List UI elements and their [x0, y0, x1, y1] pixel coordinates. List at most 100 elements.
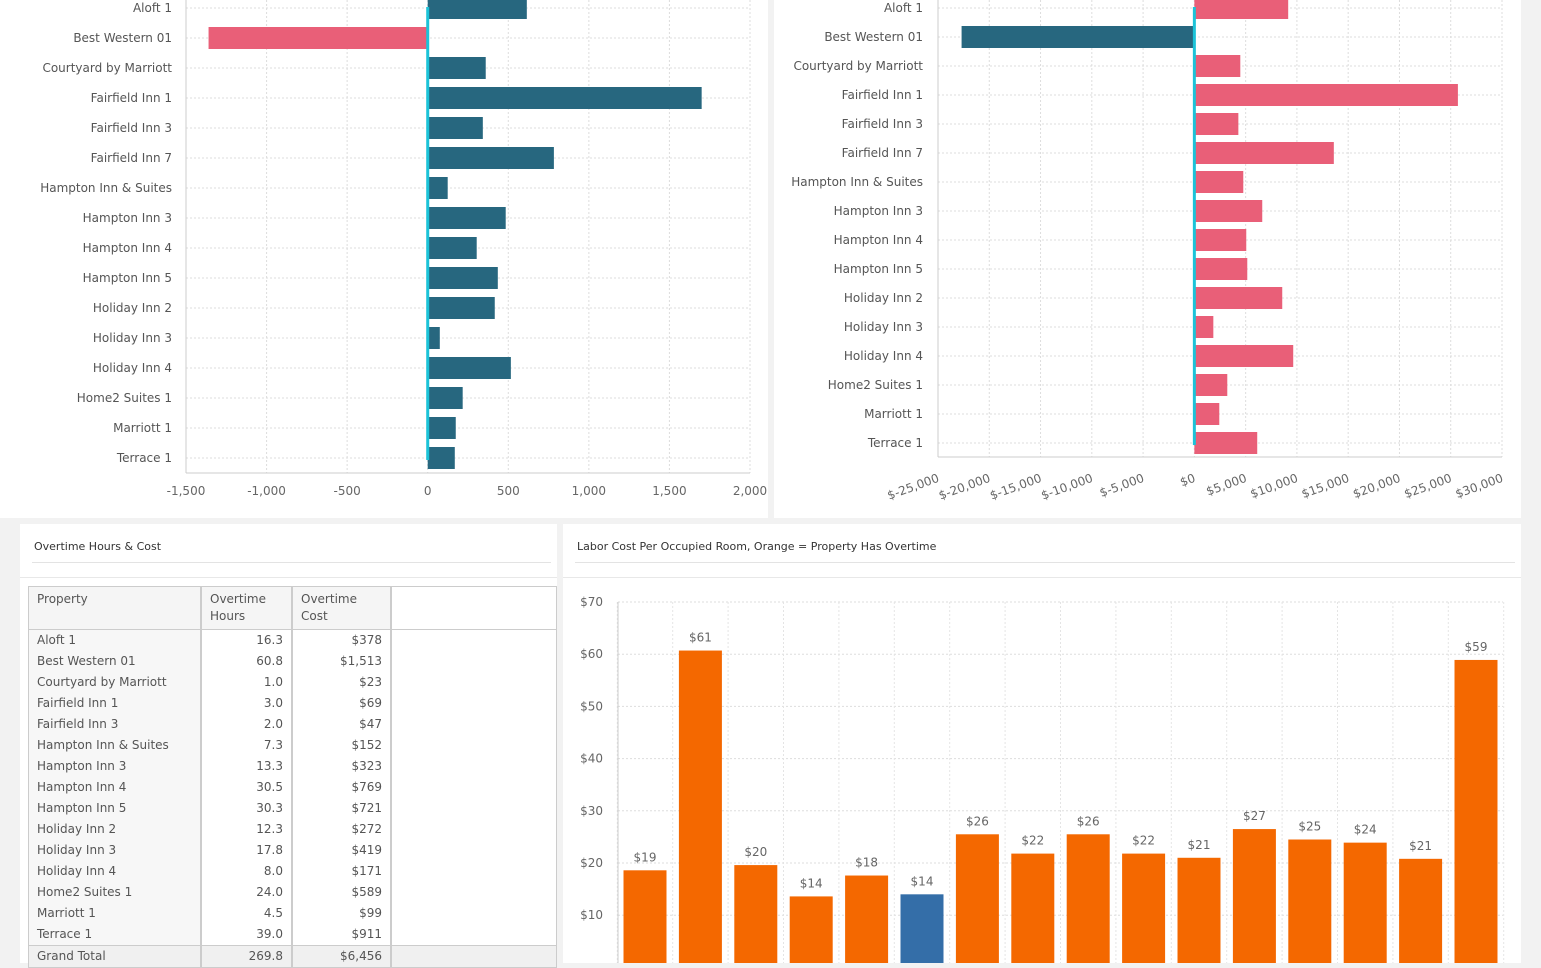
- bar[interactable]: [427, 327, 440, 349]
- y-tick-label: $70: [580, 595, 603, 609]
- bar[interactable]: [961, 26, 1195, 48]
- bar[interactable]: [845, 875, 889, 963]
- bar[interactable]: [427, 297, 495, 319]
- cell-property: Courtyard by Marriott: [28, 672, 202, 693]
- category-label: Hampton Inn & Suites: [40, 181, 172, 195]
- category-label: Home2 Suites 1: [828, 378, 923, 392]
- table-row[interactable]: Hampton Inn 5 30.3 $721: [28, 798, 557, 819]
- bar[interactable]: [678, 650, 722, 963]
- bar[interactable]: [734, 865, 778, 963]
- overtime-panel: Overtime Hours & Cost Property Overtime H…: [20, 524, 557, 968]
- table-row[interactable]: Terrace 1 39.0 $911: [28, 924, 557, 946]
- table-row[interactable]: Fairfield Inn 1 3.0 $69: [28, 693, 557, 714]
- bar[interactable]: [427, 447, 455, 469]
- bar[interactable]: [427, 357, 511, 379]
- bar[interactable]: [955, 834, 999, 963]
- table-row[interactable]: Holiday Inn 2 12.3 $272: [28, 819, 557, 840]
- bar[interactable]: [1011, 853, 1055, 963]
- table-header-row: Property Overtime Hours Overtime Cost: [28, 586, 557, 630]
- x-tick-label: 500: [497, 484, 520, 498]
- table-row[interactable]: Best Western 01 60.8 $1,513: [28, 651, 557, 672]
- x-tick-label: $20,000: [1351, 471, 1402, 501]
- category-label: Fairfield Inn 7: [91, 151, 172, 165]
- table-row[interactable]: Hampton Inn & Suites 7.3 $152: [28, 735, 557, 756]
- bar[interactable]: [1288, 839, 1332, 963]
- bar[interactable]: [1194, 345, 1294, 367]
- x-tick-label: $-20,000: [937, 471, 992, 503]
- cell-blank: [391, 819, 557, 840]
- bar[interactable]: [1194, 0, 1289, 19]
- x-tick-label: 1,500: [652, 484, 686, 498]
- cell-overtime-hours: 39.0: [201, 924, 293, 946]
- bar[interactable]: [427, 417, 456, 439]
- bar[interactable]: [1122, 853, 1166, 963]
- bar[interactable]: [427, 87, 702, 109]
- x-tick-label: $5,000: [1204, 471, 1248, 499]
- cell-overtime-hours: 60.8: [201, 651, 293, 672]
- x-tick-label: $25,000: [1402, 471, 1453, 501]
- column-header-overtime-cost[interactable]: Overtime Cost: [292, 586, 392, 630]
- column-header-property[interactable]: Property: [28, 586, 202, 630]
- x-tick-label: 2,000: [733, 484, 767, 498]
- bar[interactable]: [1194, 171, 1244, 193]
- bar[interactable]: [1066, 834, 1110, 963]
- x-tick-label: $-15,000: [988, 471, 1043, 503]
- bar[interactable]: [427, 0, 527, 19]
- bar[interactable]: [427, 147, 554, 169]
- cell-total-cost: $6,456: [292, 945, 392, 968]
- bar[interactable]: [1194, 316, 1214, 338]
- bar[interactable]: [789, 896, 833, 963]
- category-label: Fairfield Inn 1: [842, 88, 923, 102]
- table-row[interactable]: Hampton Inn 3 13.3 $323: [28, 756, 557, 777]
- header-divider: [20, 577, 557, 578]
- bar[interactable]: [1194, 229, 1247, 251]
- bar[interactable]: [1194, 287, 1283, 309]
- bar[interactable]: [1194, 142, 1334, 164]
- bar[interactable]: [1194, 84, 1458, 106]
- cell-overtime-hours: 2.0: [201, 714, 293, 735]
- y-tick-label: $20: [580, 856, 603, 870]
- cell-blank: [391, 861, 557, 882]
- bar[interactable]: [1177, 857, 1221, 963]
- cell-overtime-cost: $69: [292, 693, 392, 714]
- bar[interactable]: [1194, 258, 1248, 280]
- cell-property: Terrace 1: [28, 924, 202, 946]
- bar[interactable]: [1454, 659, 1498, 963]
- bar[interactable]: [623, 870, 667, 963]
- bar[interactable]: [1194, 200, 1263, 222]
- table-row[interactable]: Home2 Suites 1 24.0 $589: [28, 882, 557, 903]
- cell-overtime-cost: $911: [292, 924, 392, 946]
- bar[interactable]: [427, 207, 506, 229]
- bar[interactable]: [1343, 842, 1387, 963]
- bar[interactable]: [427, 177, 448, 199]
- category-label: Hampton Inn 4: [83, 241, 172, 255]
- y-tick-label: $50: [580, 699, 603, 713]
- bar[interactable]: [427, 117, 483, 139]
- bar[interactable]: [1232, 829, 1276, 963]
- bar[interactable]: [1194, 113, 1239, 135]
- cell-overtime-cost: $589: [292, 882, 392, 903]
- category-label: Holiday Inn 2: [93, 301, 172, 315]
- table-row[interactable]: Marriott 1 4.5 $99: [28, 903, 557, 924]
- bar[interactable]: [427, 57, 486, 79]
- bar[interactable]: [900, 894, 944, 963]
- bar[interactable]: [1194, 55, 1241, 77]
- cost-variance-chart: Aloft 1 Best Western 01 Courtyard by Marri…: [791, 0, 1505, 503]
- bar[interactable]: [427, 267, 498, 289]
- bar[interactable]: [1194, 432, 1258, 454]
- bar[interactable]: [1194, 403, 1220, 425]
- bar[interactable]: [427, 237, 477, 259]
- cell-property: Aloft 1: [28, 629, 202, 651]
- bar[interactable]: [1194, 374, 1228, 396]
- table-row[interactable]: Aloft 1 16.3 $378: [28, 629, 557, 651]
- table-row[interactable]: Holiday Inn 3 17.8 $419: [28, 840, 557, 861]
- table-row[interactable]: Courtyard by Marriott 1.0 $23: [28, 672, 557, 693]
- table-row[interactable]: Holiday Inn 4 8.0 $171: [28, 861, 557, 882]
- bar[interactable]: [427, 387, 463, 409]
- bar[interactable]: [1399, 858, 1443, 963]
- data-label: $18: [855, 856, 878, 870]
- bar[interactable]: [208, 27, 428, 49]
- table-row[interactable]: Hampton Inn 4 30.5 $769: [28, 777, 557, 798]
- table-row[interactable]: Fairfield Inn 3 2.0 $47: [28, 714, 557, 735]
- column-header-overtime-hours[interactable]: Overtime Hours: [201, 586, 293, 630]
